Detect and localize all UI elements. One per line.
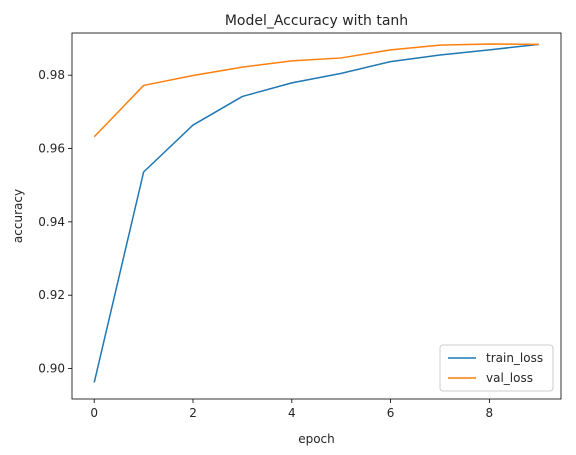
legend-label-val-loss: val_loss — [486, 371, 533, 385]
plot-area — [93, 43, 539, 383]
legend-box — [439, 344, 554, 392]
series-line-val-loss — [93, 43, 539, 138]
x-axis-ticks: 0 2 4 6 8 — [90, 399, 493, 420]
series-line-train-loss — [93, 43, 539, 383]
x-tick-label: 6 — [387, 406, 395, 420]
y-tick-label: 0.96 — [38, 142, 65, 156]
x-tick-label: 2 — [189, 406, 197, 420]
y-tick-label: 0.98 — [38, 68, 65, 82]
chart-title: Model_Accuracy with tanh — [225, 13, 408, 29]
legend-label-train-loss: train_loss — [486, 351, 543, 365]
axes-frame — [71, 32, 562, 400]
y-axis-label: accuracy — [11, 189, 25, 243]
x-tick-label: 8 — [486, 406, 494, 420]
x-tick-label: 0 — [90, 406, 98, 420]
y-tick-label: 0.92 — [38, 288, 65, 302]
x-tick-label: 4 — [288, 406, 296, 420]
y-axis-ticks: 0.90 0.92 0.94 0.96 0.98 — [38, 68, 72, 376]
legend: train_loss val_loss — [439, 344, 554, 392]
y-tick-label: 0.94 — [38, 215, 65, 229]
x-axis-label: epoch — [298, 432, 335, 446]
y-tick-label: 0.90 — [38, 362, 65, 376]
